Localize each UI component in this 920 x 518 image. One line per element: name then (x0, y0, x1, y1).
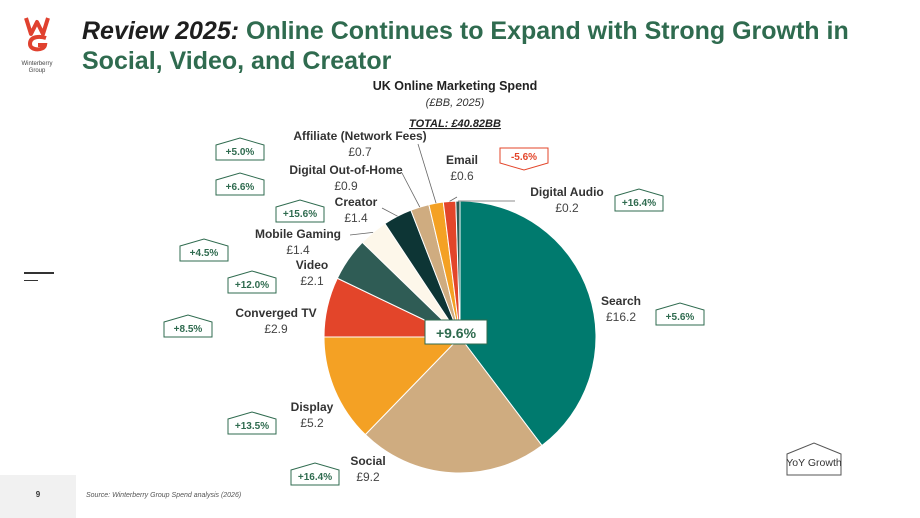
growth-value-video: +12.0% (235, 280, 269, 291)
slice-value-social: £9.2 (356, 470, 380, 484)
growth-badge-search: +5.6% (655, 302, 705, 326)
slice-label-converged-tv: Converged TV (235, 306, 316, 320)
slice-value-converged-tv: £2.9 (264, 322, 288, 336)
growth-badge-creator: +15.6% (275, 199, 325, 223)
growth-badge-affiliate-network-fees: +5.0% (215, 137, 265, 161)
pie-slice-display (323, 336, 462, 436)
leader-line-affiliate-network-fees (417, 143, 437, 204)
sidebar-marker (24, 272, 54, 287)
growth-value-display: +13.5% (235, 421, 269, 432)
yoy-legend-text: YoY Growth (786, 457, 842, 469)
slice-value-affiliate-network-fees: £0.7 (348, 145, 372, 159)
growth-value-digital-audio: +16.4% (622, 198, 656, 209)
company-logo: Winterberry Group (14, 14, 60, 75)
growth-value-digital-out-of-home: +6.6% (226, 182, 255, 193)
growth-badge-video: +12.0% (227, 270, 277, 294)
growth-badge-mobile-gaming: +4.5% (179, 238, 229, 262)
pie-slice-social (364, 336, 543, 474)
footer-bar (0, 475, 76, 518)
slice-value-display: £5.2 (300, 416, 324, 430)
slice-value-digital-out-of-home: £0.9 (334, 179, 358, 193)
slice-value-email: £0.6 (450, 169, 474, 183)
slice-label-mobile-gaming: Mobile Gaming (255, 227, 341, 241)
growth-badge-digital-audio: +16.4% (614, 188, 664, 212)
slice-value-digital-audio: £0.2 (555, 201, 579, 215)
growth-badge-email: -5.6% (499, 147, 549, 171)
source-note: Source: Winterberry Group Spend analysis… (86, 492, 242, 499)
slice-label-email: Email (446, 153, 478, 167)
slice-label-search: Search (601, 294, 641, 308)
page-number: 9 (35, 490, 41, 499)
leader-line-email (449, 196, 458, 202)
slice-value-mobile-gaming: £1.4 (286, 243, 310, 257)
title-main: Online Continues to Expand with Strong G… (82, 17, 849, 75)
growth-badge-converged-tv: +8.5% (163, 314, 213, 338)
chart-subtitle: (£BB, 2025) (426, 97, 485, 109)
leader-line-mobile-gaming (349, 231, 374, 236)
logo-text: Winterberry Group (21, 61, 53, 74)
slice-label-creator: Creator (335, 195, 378, 209)
growth-badge-social: +16.4% (290, 462, 340, 486)
pie-slice-search (459, 200, 597, 447)
slice-label-social: Social (350, 454, 385, 468)
slice-label-digital-out-of-home: Digital Out-of-Home (289, 163, 403, 177)
center-growth-box (424, 319, 488, 345)
chart-title: UK Online Marketing Spend (373, 79, 538, 93)
leader-line-creator (381, 207, 398, 217)
growth-value-creator: +15.6% (283, 209, 317, 220)
wg-monogram-icon (24, 17, 50, 52)
growth-badge-display: +13.5% (227, 411, 277, 435)
growth-value-social: +16.4% (298, 472, 332, 483)
title-lead: Review 2025: (82, 17, 240, 45)
slice-label-digital-audio: Digital Audio (530, 185, 604, 199)
slice-value-creator: £1.4 (344, 211, 368, 225)
growth-badge-digital-out-of-home: +6.6% (215, 172, 265, 196)
slice-label-affiliate-network-fees: Affiliate (Network Fees) (293, 129, 426, 143)
growth-value-affiliate-network-fees: +5.0% (226, 147, 255, 158)
slice-value-video: £2.1 (300, 274, 324, 288)
growth-value-email: -5.6% (511, 152, 537, 163)
leader-line-digital-out-of-home (401, 172, 421, 208)
growth-value-mobile-gaming: +4.5% (190, 248, 219, 259)
yoy-legend: YoY Growth (786, 442, 842, 481)
slice-value-search: £16.2 (606, 310, 636, 324)
growth-value-search: +5.6% (666, 312, 695, 323)
chart-total: TOTAL: £40.82BB (409, 118, 501, 130)
growth-value-converged-tv: +8.5% (174, 324, 203, 335)
page-title: Review 2025: Online Continues to Expand … (82, 16, 872, 76)
slice-label-video: Video (296, 258, 328, 272)
slice-label-display: Display (291, 400, 334, 414)
center-growth-label: +9.6% (436, 325, 477, 341)
